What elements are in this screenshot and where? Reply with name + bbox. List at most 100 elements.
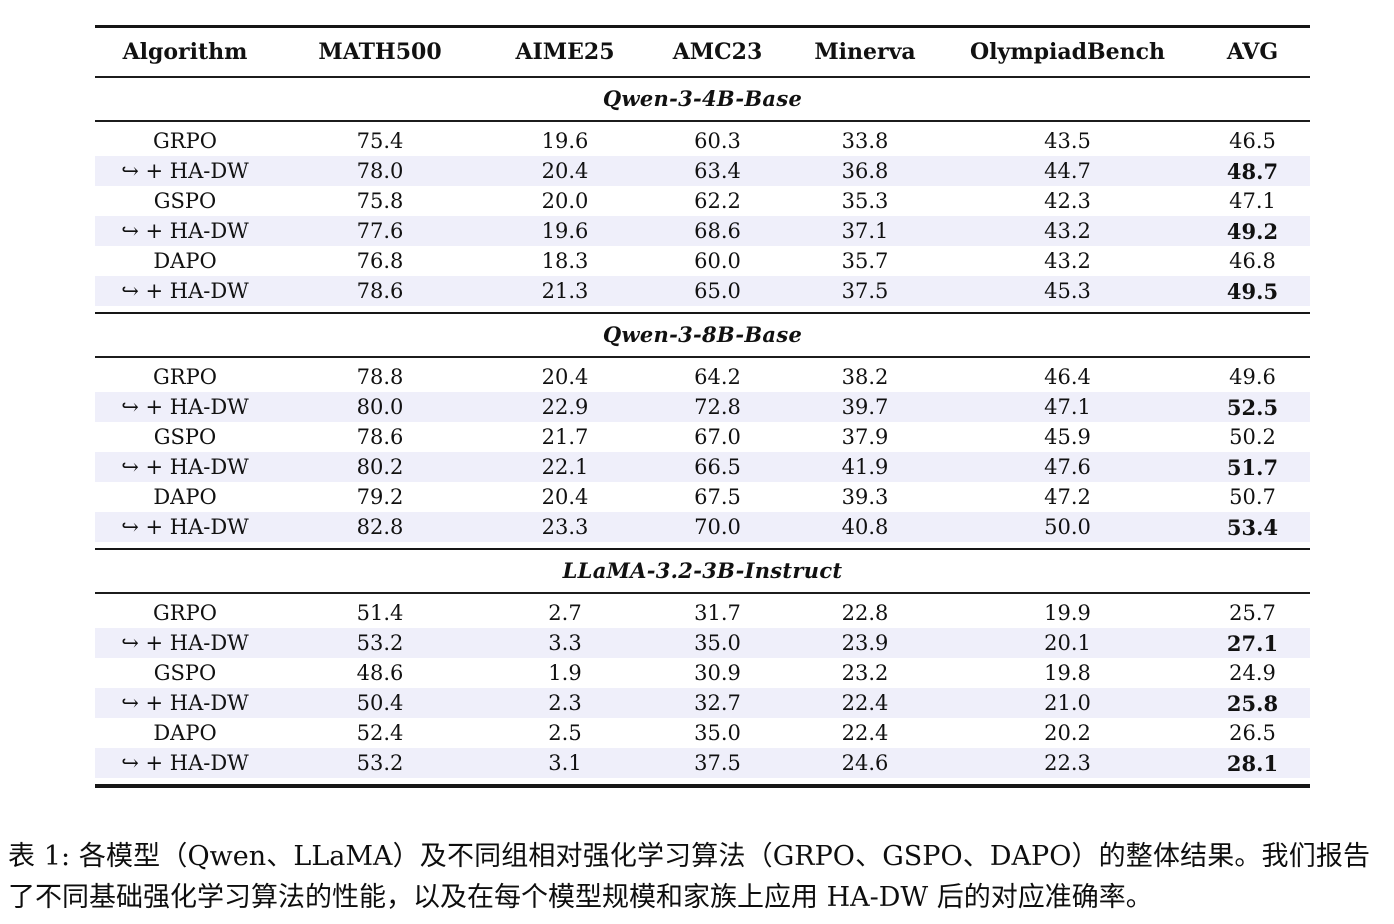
cell-value: 37.5 (694, 751, 741, 775)
section-title: Qwen-3-4B-Base (602, 86, 803, 111)
data-row: GRPO 51.4 2.7 31.7 22.8 19.9 25.7 (95, 598, 1310, 628)
data-row: ↪ + HA-DW 50.4 2.3 32.7 22.4 21.0 25.8 (95, 688, 1310, 718)
cell-value: 20.1 (1044, 631, 1091, 655)
row-label: GSPO (153, 661, 217, 685)
row-label: ↪ + HA-DW (121, 751, 249, 775)
avg-value: 53.4 (1226, 514, 1279, 540)
avg-value: 52.5 (1226, 394, 1279, 420)
cell-value: 24.6 (841, 751, 889, 775)
avg-value: 24.9 (1229, 661, 1276, 685)
cell-value: 62.2 (694, 189, 741, 213)
data-row: GSPO 78.6 21.7 67.0 37.9 45.9 50.2 (95, 422, 1310, 452)
cell-value: 22.9 (541, 395, 589, 419)
data-row: GSPO 75.8 20.0 62.2 35.3 42.3 47.1 (95, 186, 1310, 216)
avg-value: 28.1 (1226, 750, 1279, 776)
avg-value: 25.8 (1226, 690, 1279, 716)
cell-value: 22.4 (841, 691, 889, 715)
data-row: ↪ + HA-DW 78.6 21.3 65.0 37.5 45.3 49.5 (95, 276, 1310, 306)
table-header-row: Algorithm MATH500 AIME25 AMC23 Minerva Olympi… (95, 28, 1310, 76)
cell-value: 38.2 (841, 365, 889, 389)
cell-value: 2.3 (548, 691, 582, 715)
section-rows: GRPO 51.4 2.7 31.7 22.8 19.9 25.7 ↪ + HA-DW 53.2… (95, 594, 1310, 784)
cell-value: 67.0 (694, 425, 741, 449)
cell-value: 20.4 (541, 365, 589, 389)
cell-value: 77.6 (356, 219, 404, 243)
cell-value: 40.8 (841, 515, 889, 539)
cell-value: 48.6 (356, 661, 404, 685)
data-row: DAPO 52.4 2.5 35.0 22.4 20.2 26.5 (95, 718, 1310, 748)
cell-value: 50.0 (1044, 515, 1091, 539)
cell-value: 22.8 (841, 601, 889, 625)
cell-value: 19.8 (1044, 661, 1091, 685)
cell-value: 20.2 (1044, 721, 1091, 745)
section-rows: GRPO 78.8 20.4 64.2 38.2 46.4 49.6 ↪ + HA-DW 80.… (95, 358, 1310, 548)
cell-value: 53.2 (356, 631, 404, 655)
cell-value: 23.2 (841, 661, 889, 685)
row-label: ↪ + HA-DW (121, 631, 249, 655)
cell-value: 32.7 (694, 691, 741, 715)
cell-value: 23.9 (841, 631, 889, 655)
cell-value: 47.6 (1044, 455, 1091, 479)
cell-value: 42.3 (1044, 189, 1091, 213)
data-row: GRPO 78.8 20.4 64.2 38.2 46.4 49.6 (95, 362, 1310, 392)
avg-value: 26.5 (1229, 721, 1276, 745)
cell-value: 78.6 (356, 425, 404, 449)
cell-value: 78.0 (356, 159, 404, 183)
cell-value: 79.2 (356, 485, 404, 509)
cell-value: 3.1 (548, 751, 582, 775)
table-bottom-rule (95, 784, 1310, 788)
data-row: ↪ + HA-DW 80.0 22.9 72.8 39.7 47.1 52.5 (95, 392, 1310, 422)
section-divider-rule (95, 312, 1310, 314)
data-row: ↪ + HA-DW 82.8 23.3 70.0 40.8 50.0 53.4 (95, 512, 1310, 542)
section-title: LLaMA-3.2-3B-Instruct (562, 558, 843, 583)
row-label: ↪ + HA-DW (121, 279, 249, 303)
cell-value: 1.9 (548, 661, 582, 685)
data-row: ↪ + HA-DW 53.2 3.1 37.5 24.6 22.3 28.1 (95, 748, 1310, 778)
cell-value: 45.3 (1044, 279, 1091, 303)
section-title-rule (95, 120, 1310, 122)
cell-value: 22.4 (841, 721, 889, 745)
row-label: ↪ + HA-DW (121, 395, 249, 419)
cell-value: 36.8 (841, 159, 889, 183)
cell-value: 75.4 (356, 129, 404, 153)
cell-value: 22.3 (1044, 751, 1091, 775)
cell-value: 21.7 (541, 425, 589, 449)
row-label: GRPO (153, 365, 217, 389)
cell-value: 78.6 (356, 279, 404, 303)
cell-value: 53.2 (356, 751, 404, 775)
cell-value: 47.1 (1044, 395, 1091, 419)
cell-value: 20.0 (541, 189, 589, 213)
cell-value: 35.0 (694, 631, 741, 655)
column-header: Algorithm (122, 39, 248, 65)
cell-value: 52.4 (356, 721, 404, 745)
cell-value: 50.4 (356, 691, 404, 715)
cell-value: 20.4 (541, 159, 589, 183)
cell-value: 37.9 (841, 425, 889, 449)
data-row: DAPO 76.8 18.3 60.0 35.7 43.2 46.8 (95, 246, 1310, 276)
cell-value: 23.3 (541, 515, 589, 539)
cell-value: 31.7 (694, 601, 741, 625)
cell-value: 19.9 (1044, 601, 1091, 625)
cell-value: 68.6 (694, 219, 741, 243)
column-header: OlympiadBench (970, 39, 1165, 65)
section-title-rule (95, 592, 1310, 594)
cell-value: 39.3 (841, 485, 889, 509)
avg-value: 50.2 (1229, 425, 1276, 449)
cell-value: 19.6 (541, 129, 589, 153)
cell-value: 65.0 (694, 279, 741, 303)
cell-value: 45.9 (1044, 425, 1091, 449)
cell-value: 35.7 (841, 249, 889, 273)
avg-value: 27.1 (1226, 630, 1279, 656)
row-label: ↪ + HA-DW (121, 455, 249, 479)
cell-value: 46.4 (1044, 365, 1091, 389)
cell-value: 30.9 (694, 661, 741, 685)
cell-value: 43.5 (1044, 129, 1091, 153)
row-label: DAPO (153, 485, 217, 509)
row-label: ↪ + HA-DW (121, 219, 249, 243)
cell-value: 39.7 (841, 395, 889, 419)
cell-value: 82.8 (356, 515, 404, 539)
row-label: GSPO (153, 425, 217, 449)
cell-value: 2.5 (548, 721, 582, 745)
column-header: AVG (1226, 39, 1279, 65)
